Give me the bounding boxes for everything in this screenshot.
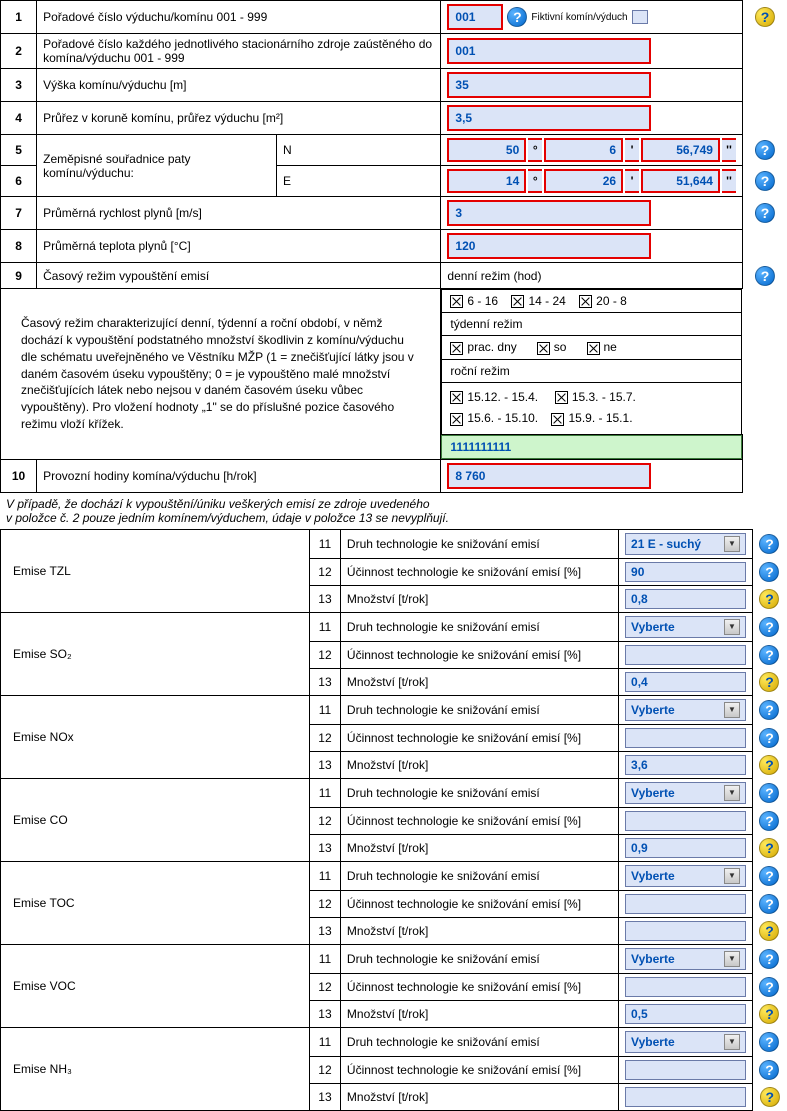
help-icon[interactable]: ? [759, 783, 779, 803]
dropdown-arrow-icon[interactable]: ▼ [724, 951, 740, 967]
weekly-regime: prac. dny so ne [441, 335, 742, 359]
help-icon[interactable]: ? [759, 894, 779, 914]
emise-v11[interactable]: Vyberte▼ [625, 699, 746, 721]
regime-description: Časový režim charakterizující denní, týd… [1, 289, 441, 460]
dropdown-arrow-icon[interactable]: ▼ [724, 785, 740, 801]
row4-value[interactable]: 3,5 [447, 105, 651, 131]
axis-n: N [276, 135, 440, 166]
help-icon[interactable]: ? [759, 1060, 779, 1080]
row8-value[interactable]: 120 [447, 233, 651, 259]
chk-weekly-c[interactable] [587, 342, 600, 355]
chk-yearly-b[interactable] [555, 391, 568, 404]
help-icon[interactable]: ? [759, 1032, 779, 1052]
row1-num: 1 [1, 1, 37, 34]
emise-v13[interactable]: 3,6 [625, 755, 746, 775]
help-icon[interactable]: ? [755, 203, 775, 223]
emise-v11[interactable]: Vyberte▼ [625, 948, 746, 970]
emise-v11[interactable]: 21 E - suchý▼ [625, 533, 746, 555]
axis-e: E [276, 166, 440, 197]
emise-v11[interactable]: Vyberte▼ [625, 616, 746, 638]
chk-yearly-a[interactable] [450, 391, 463, 404]
yearly-regime: 15.12. - 15.4. 15.3. - 15.7. 15.6. - 15.… [441, 382, 742, 435]
emise-v13[interactable]: 0,9 [625, 838, 746, 858]
emise-v12[interactable]: 90 [625, 562, 746, 582]
help-icon[interactable]: ? [759, 534, 779, 554]
regime-code: 1111111111 [441, 435, 742, 459]
chk-daily-a[interactable] [450, 295, 463, 308]
emise-table: Emise TZL11Druh technologie ke snižování… [0, 529, 787, 1111]
help-icon[interactable]: ? [507, 7, 527, 27]
emise-v13[interactable] [625, 921, 746, 941]
top-form-table: 1 Pořadové číslo výduchu/komínu 001 - 99… [0, 0, 787, 493]
emise-v11[interactable]: Vyberte▼ [625, 782, 746, 804]
emise-v12[interactable] [625, 1060, 746, 1080]
help-icon[interactable]: ? [759, 728, 779, 748]
help-icon[interactable]: ? [759, 645, 779, 665]
chk-yearly-d[interactable] [551, 413, 564, 426]
emise-name: Emise NOx [1, 695, 310, 778]
help-icon[interactable]: ? [759, 921, 779, 941]
emise-v13[interactable]: 0,5 [625, 1004, 746, 1024]
coord-e: 14° 26' 51,644'' [447, 169, 736, 193]
dropdown-arrow-icon[interactable]: ▼ [724, 536, 740, 552]
row2-label: Pořadové číslo každého jednotlivého stac… [37, 34, 441, 69]
emise-name: Emise TZL [1, 529, 310, 612]
dropdown-arrow-icon[interactable]: ▼ [724, 702, 740, 718]
row2-value[interactable]: 001 [447, 38, 651, 64]
help-icon[interactable]: ? [759, 589, 779, 609]
emise-v13[interactable]: 0,4 [625, 672, 746, 692]
help-icon[interactable]: ? [759, 562, 779, 582]
emise-v12[interactable] [625, 811, 746, 831]
coord-n: 50° 6' 56,749'' [447, 138, 736, 162]
chk-weekly-b[interactable] [537, 342, 550, 355]
help-icon[interactable]: ? [759, 700, 779, 720]
emise-name: Emise VOC [1, 944, 310, 1027]
row3-value[interactable]: 35 [447, 72, 651, 98]
emise-v13[interactable] [625, 1087, 746, 1107]
row1-value[interactable]: 001 [447, 4, 503, 30]
fictive-checkbox[interactable] [632, 10, 648, 24]
help-icon[interactable]: ? [760, 1087, 780, 1107]
dropdown-arrow-icon[interactable]: ▼ [724, 868, 740, 884]
help-icon[interactable]: ? [759, 755, 779, 775]
emise-v13[interactable]: 0,8 [625, 589, 746, 609]
emise-name: Emise SO₂ [1, 612, 310, 695]
fictive-label: Fiktivní komín/výduch [531, 12, 627, 23]
row7-value[interactable]: 3 [447, 200, 651, 226]
emise-v12[interactable] [625, 894, 746, 914]
help-icon[interactable]: ? [755, 171, 775, 191]
help-icon[interactable]: ? [759, 866, 779, 886]
dropdown-arrow-icon[interactable]: ▼ [724, 1034, 740, 1050]
row10-value[interactable]: 8 760 [447, 463, 651, 489]
emise-v12[interactable] [625, 977, 746, 997]
chk-daily-b[interactable] [511, 295, 524, 308]
help-icon[interactable]: ? [755, 140, 775, 160]
daily-regime: 6 - 16 14 - 24 20 - 8 [441, 289, 742, 313]
emise-v11[interactable]: Vyberte▼ [625, 1031, 746, 1053]
emise-name: Emise TOC [1, 861, 310, 944]
help-icon[interactable]: ? [759, 672, 779, 692]
help-icon[interactable]: ? [755, 7, 775, 27]
help-icon[interactable]: ? [755, 266, 775, 286]
row2-num: 2 [1, 34, 37, 69]
emise-v12[interactable] [625, 645, 746, 665]
note-text: V případě, že dochází k vypouštění/úniku… [0, 493, 787, 529]
help-icon[interactable]: ? [759, 949, 779, 969]
emise-name: Emise CO [1, 778, 310, 861]
emise-v11[interactable]: Vyberte▼ [625, 865, 746, 887]
chk-yearly-c[interactable] [450, 413, 463, 426]
help-icon[interactable]: ? [759, 838, 779, 858]
chk-daily-c[interactable] [579, 295, 592, 308]
dropdown-arrow-icon[interactable]: ▼ [724, 619, 740, 635]
row1-label: Pořadové číslo výduchu/komínu 001 - 999 [37, 1, 441, 34]
emise-name: Emise NH₃ [1, 1027, 310, 1110]
help-icon[interactable]: ? [759, 1004, 779, 1024]
chk-weekly-a[interactable] [450, 342, 463, 355]
emise-v12[interactable] [625, 728, 746, 748]
help-icon[interactable]: ? [759, 811, 779, 831]
help-icon[interactable]: ? [759, 977, 779, 997]
help-icon[interactable]: ? [759, 617, 779, 637]
